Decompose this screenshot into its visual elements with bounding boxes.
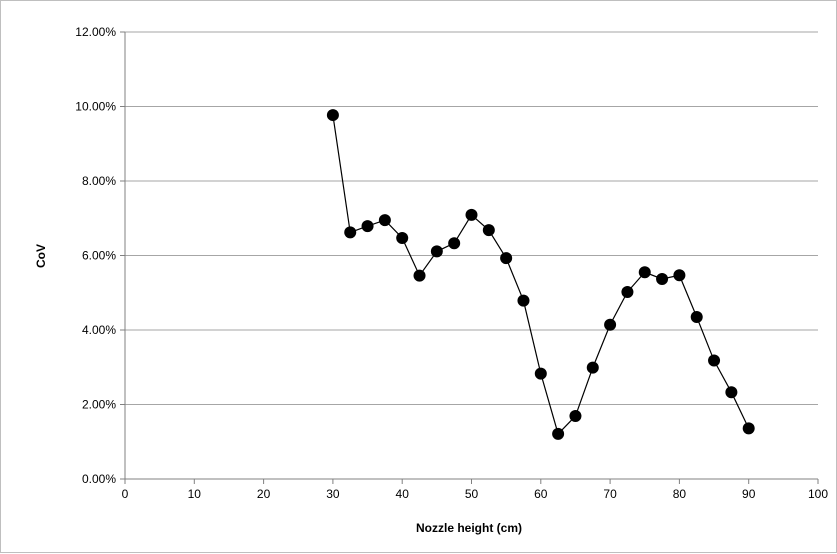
data-point: [742, 422, 755, 435]
data-point: [708, 354, 721, 367]
data-point: [690, 310, 703, 323]
data-point: [621, 286, 634, 299]
data-point: [396, 231, 409, 244]
data-point: [482, 224, 495, 237]
data-point: [569, 410, 582, 423]
x-tick-label: 80: [673, 487, 687, 501]
data-point: [378, 214, 391, 227]
x-tick-label: 10: [188, 487, 202, 501]
x-tick-label: 50: [465, 487, 479, 501]
x-tick-label: 0: [122, 487, 129, 501]
data-point: [586, 361, 599, 374]
data-point: [326, 109, 339, 122]
data-point: [552, 427, 565, 440]
y-tick-label: 4.00%: [82, 323, 116, 337]
x-tick-label: 60: [534, 487, 548, 501]
x-tick-label: 90: [742, 487, 756, 501]
data-point: [344, 226, 357, 239]
x-tick-label: 70: [603, 487, 617, 501]
y-tick-label: 8.00%: [82, 174, 116, 188]
data-point: [534, 367, 547, 380]
data-point: [638, 266, 651, 279]
data-point: [448, 237, 461, 250]
y-tick-label: 6.00%: [82, 249, 116, 263]
y-tick-label: 12.00%: [75, 25, 116, 39]
data-point: [517, 294, 530, 307]
data-point: [413, 269, 426, 282]
x-tick-label: 30: [326, 487, 340, 501]
series-polyline: [332, 114, 750, 436]
data-point: [725, 386, 738, 399]
x-tick-labels: 0 10 20 30 40 50 60 70 80 90 100: [122, 487, 829, 501]
x-axis-title: Nozzle height (cm): [416, 521, 522, 535]
y-tick-label: 2.00%: [82, 398, 116, 412]
x-tick-label: 100: [808, 487, 828, 501]
data-point: [656, 272, 669, 285]
gridlines: [125, 31, 818, 405]
data-point: [500, 252, 513, 265]
data-point: [604, 318, 617, 331]
y-tick-label: 0.00%: [82, 472, 116, 486]
axes: [120, 31, 819, 484]
data-point: [673, 269, 686, 282]
data-point: [430, 245, 443, 258]
x-tick-label: 20: [257, 487, 271, 501]
y-axis-title: CoV: [34, 244, 48, 268]
x-tick-label: 40: [396, 487, 410, 501]
y-tick-label: 10.00%: [75, 100, 116, 114]
data-point: [465, 208, 478, 221]
data-point: [361, 220, 374, 233]
series-line: [332, 114, 750, 436]
data-points: [326, 109, 755, 440]
y-tick-labels: 0.00% 2.00% 4.00% 6.00% 8.00% 10.00% 12.00%: [75, 25, 116, 486]
